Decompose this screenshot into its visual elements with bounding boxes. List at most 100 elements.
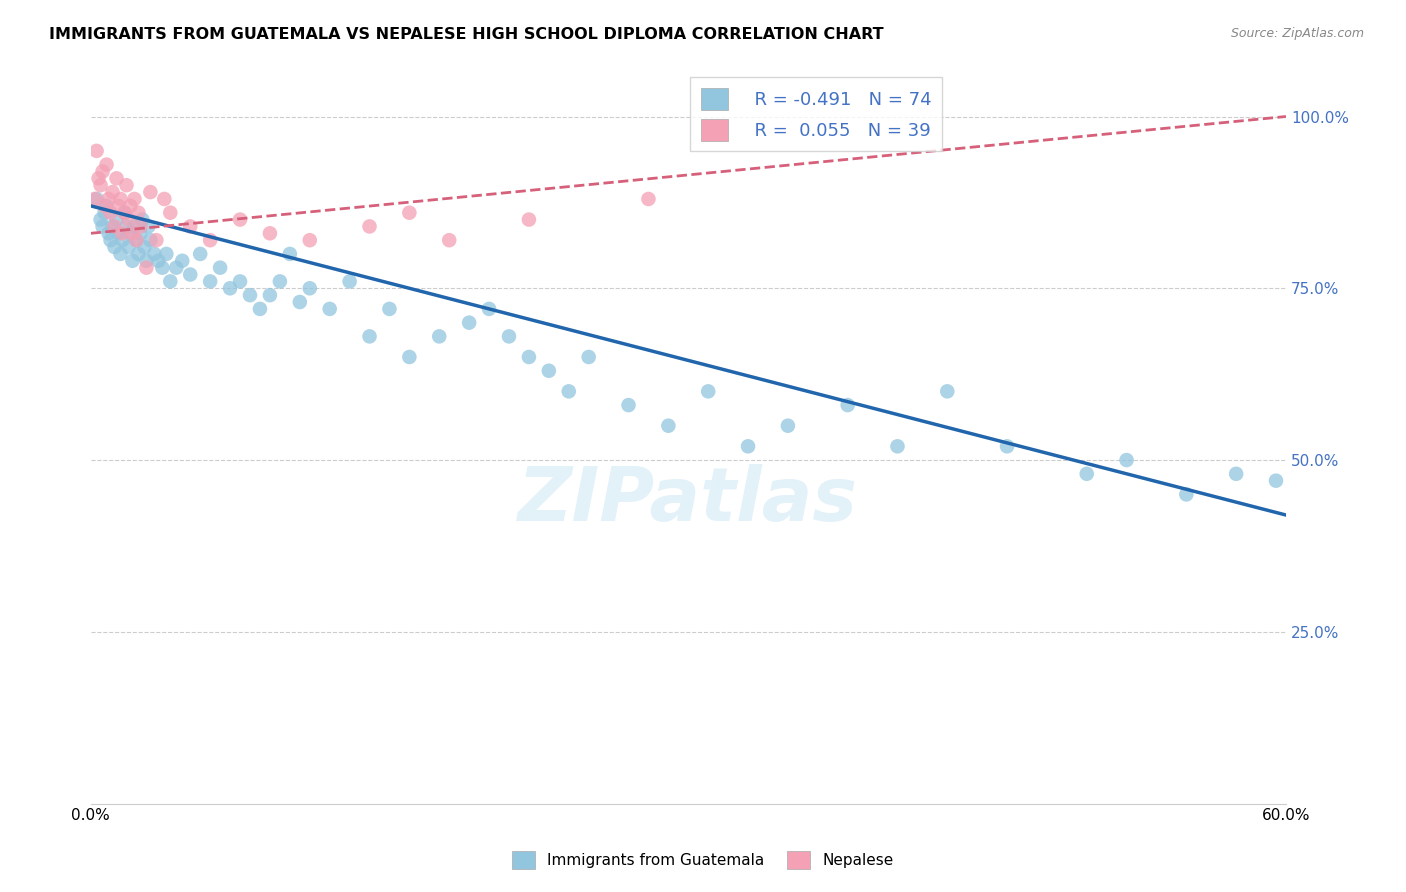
- Point: [124, 219, 146, 234]
- Point: [93, 199, 115, 213]
- Point: [229, 274, 252, 288]
- Point: [318, 301, 340, 316]
- Point: [129, 219, 152, 234]
- Point: [578, 350, 600, 364]
- Point: [249, 301, 271, 316]
- Point: [339, 274, 361, 288]
- Point: [125, 233, 148, 247]
- Point: [172, 253, 194, 268]
- Point: [239, 288, 262, 302]
- Point: [110, 247, 132, 261]
- Point: [105, 212, 128, 227]
- Point: [127, 247, 149, 261]
- Text: IMMIGRANTS FROM GUATEMALA VS NEPALESE HIGH SCHOOL DIPLOMA CORRELATION CHART: IMMIGRANTS FROM GUATEMALA VS NEPALESE HI…: [49, 27, 884, 42]
- Point: [105, 171, 128, 186]
- Point: [259, 288, 281, 302]
- Point: [87, 171, 110, 186]
- Point: [936, 384, 959, 399]
- Point: [517, 212, 540, 227]
- Point: [121, 227, 143, 241]
- Point: [155, 247, 177, 261]
- Point: [114, 205, 136, 219]
- Point: [259, 227, 281, 241]
- Point: [229, 212, 252, 227]
- Point: [159, 274, 181, 288]
- Point: [1265, 474, 1288, 488]
- Point: [100, 233, 122, 247]
- Point: [97, 192, 120, 206]
- Point: [498, 329, 520, 343]
- Point: [359, 219, 381, 234]
- Point: [107, 227, 129, 241]
- Point: [124, 192, 146, 206]
- Point: [478, 301, 501, 316]
- Point: [93, 205, 115, 219]
- Point: [617, 398, 640, 412]
- Point: [134, 240, 156, 254]
- Point: [188, 247, 211, 261]
- Point: [198, 274, 221, 288]
- Point: [657, 418, 679, 433]
- Point: [378, 301, 401, 316]
- Point: [117, 240, 139, 254]
- Text: Source: ZipAtlas.com: Source: ZipAtlas.com: [1230, 27, 1364, 40]
- Point: [537, 364, 560, 378]
- Point: [131, 212, 153, 227]
- Point: [1076, 467, 1098, 481]
- Point: [198, 233, 221, 247]
- Point: [139, 185, 162, 199]
- Point: [153, 192, 176, 206]
- Point: [359, 329, 381, 343]
- Point: [458, 316, 481, 330]
- Point: [107, 199, 129, 213]
- Point: [120, 227, 142, 241]
- Point: [298, 281, 321, 295]
- Point: [115, 219, 138, 234]
- Point: [101, 185, 124, 199]
- Point: [86, 192, 108, 206]
- Point: [103, 219, 125, 234]
- Point: [179, 219, 201, 234]
- Point: [737, 439, 759, 453]
- Point: [143, 247, 166, 261]
- Point: [886, 439, 908, 453]
- Point: [86, 144, 108, 158]
- Point: [97, 227, 120, 241]
- Point: [145, 233, 167, 247]
- Point: [637, 192, 659, 206]
- Point: [398, 350, 420, 364]
- Point: [139, 233, 162, 247]
- Point: [121, 253, 143, 268]
- Point: [110, 192, 132, 206]
- Point: [1175, 487, 1198, 501]
- Text: ZIPatlas: ZIPatlas: [519, 464, 858, 537]
- Point: [697, 384, 720, 399]
- Point: [135, 260, 157, 275]
- Point: [278, 247, 301, 261]
- Point: [96, 199, 118, 213]
- Point: [90, 178, 112, 193]
- Point: [558, 384, 581, 399]
- Point: [91, 219, 114, 234]
- Point: [125, 233, 148, 247]
- Point: [117, 212, 139, 227]
- Point: [115, 178, 138, 193]
- Point: [288, 295, 311, 310]
- Point: [1115, 453, 1137, 467]
- Point: [179, 268, 201, 282]
- Point: [165, 260, 187, 275]
- Point: [96, 158, 118, 172]
- Legend:   R = -0.491   N = 74,   R =  0.055   N = 39: R = -0.491 N = 74, R = 0.055 N = 39: [690, 77, 942, 152]
- Point: [120, 199, 142, 213]
- Point: [219, 281, 242, 295]
- Point: [148, 253, 170, 268]
- Point: [439, 233, 461, 247]
- Point: [1225, 467, 1247, 481]
- Point: [135, 253, 157, 268]
- Point: [101, 219, 124, 234]
- Point: [103, 240, 125, 254]
- Point: [150, 260, 173, 275]
- Point: [114, 205, 136, 219]
- Point: [776, 418, 799, 433]
- Point: [995, 439, 1018, 453]
